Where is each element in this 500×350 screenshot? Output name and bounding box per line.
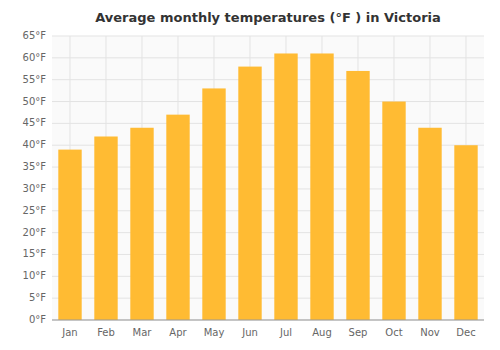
bar	[202, 88, 225, 320]
x-tick-label: Jul	[279, 327, 292, 338]
bar	[130, 128, 153, 320]
y-tick-label: 45°F	[23, 117, 47, 128]
y-tick-label: 65°F	[23, 30, 47, 41]
x-tick-label: Mar	[133, 327, 153, 338]
x-tick-label: Feb	[97, 327, 115, 338]
x-tick-label: Nov	[420, 327, 440, 338]
bar	[454, 145, 477, 320]
x-tick-label: Jun	[241, 327, 258, 338]
y-axis: 0°F 5°F 10°F 15°F 20°F 25°F 30°F 35°F 40°F 45°F 50…	[23, 30, 47, 325]
bar	[238, 67, 261, 320]
y-tick-label: 55°F	[23, 74, 47, 85]
bar	[58, 150, 81, 320]
x-axis-line	[52, 320, 484, 321]
bar	[382, 102, 405, 320]
y-tick-label: 5°F	[29, 292, 46, 303]
y-tick-label: 30°F	[23, 183, 47, 194]
chart-title: Average monthly temperatures (°F ) in Vi…	[95, 10, 441, 25]
y-tick-label: 0°F	[29, 314, 46, 325]
chart-container: 0°F 5°F 10°F 15°F 20°F 25°F 30°F 35°F 40°F 45°F 50…	[0, 0, 500, 350]
chart-svg: 0°F 5°F 10°F 15°F 20°F 25°F 30°F 35°F 40°F 45°F 50…	[0, 0, 500, 350]
bar	[166, 115, 189, 320]
bar	[310, 53, 333, 320]
y-grid-line	[52, 101, 484, 102]
bar	[346, 71, 369, 320]
y-tick-label: 20°F	[23, 227, 47, 238]
bar	[418, 128, 441, 320]
x-tick-label: Aug	[312, 327, 332, 338]
grid	[52, 36, 484, 320]
y-grid-line	[52, 320, 484, 321]
x-axis: Jan Feb Mar Apr May Jun Jul Aug Sep Oct Nov Dec	[61, 327, 475, 338]
y-tick-label: 25°F	[23, 205, 47, 216]
y-grid-line	[52, 36, 484, 37]
y-tick-label: 60°F	[23, 52, 47, 63]
y-tick-label: 50°F	[23, 96, 47, 107]
y-tick-label: 10°F	[23, 270, 47, 281]
y-grid-line	[52, 79, 484, 80]
x-tick-label: Jan	[61, 327, 77, 338]
y-tick-label: 35°F	[23, 161, 47, 172]
bars	[58, 53, 477, 320]
y-grid-line	[52, 57, 484, 58]
y-grid-line	[52, 123, 484, 124]
plot-background	[52, 36, 484, 320]
bar	[274, 53, 297, 320]
x-tick-label: Oct	[385, 327, 402, 338]
x-tick-label: Sep	[349, 327, 368, 338]
bar	[94, 136, 117, 320]
y-tick-label: 15°F	[23, 248, 47, 259]
x-tick-label: May	[204, 327, 225, 338]
y-tick-label: 40°F	[23, 139, 47, 150]
x-tick-label: Apr	[169, 327, 187, 338]
x-tick-label: Dec	[456, 327, 475, 338]
